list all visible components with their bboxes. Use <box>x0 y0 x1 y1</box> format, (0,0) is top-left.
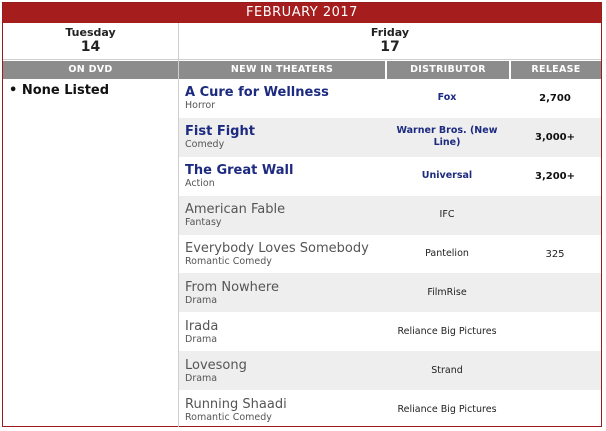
column-header-release: RELEASE <box>511 61 601 79</box>
movie-genre: Drama <box>185 333 218 345</box>
release-cell: 3,200+ <box>534 170 575 182</box>
movie-cell: A Cure for Wellness Horror <box>179 85 385 111</box>
movie-title[interactable]: Irada <box>185 318 219 334</box>
table-row: Running Shaadi Romantic Comedy Reliance … <box>179 390 601 429</box>
table-row: The Great Wall Action Universal 3,200+ <box>179 157 601 196</box>
distributor-cell: IFC <box>439 209 455 221</box>
release-calendar: FEBRUARY 2017 Tuesday 14 Friday 17 ON DV… <box>2 2 602 427</box>
dvd-column: ON DVD • None Listed <box>3 60 179 427</box>
theaters-column: NEW IN THEATERS DISTRIBUTOR RELEASE A Cu… <box>179 60 601 427</box>
movie-title[interactable]: Lovesong <box>185 357 247 373</box>
distributor-cell: Pantelion <box>425 248 469 259</box>
column-header-title: NEW IN THEATERS <box>179 61 385 79</box>
table-row: Fist Fight Comedy Warner Bros. (New Line… <box>179 117 601 157</box>
release-cell: 325 <box>545 248 565 260</box>
movie-title[interactable]: The Great Wall <box>185 163 294 179</box>
movie-title[interactable]: A Cure for Wellness <box>185 85 329 101</box>
movie-genre: Horror <box>185 100 216 112</box>
movie-title[interactable]: Fist Fight <box>185 124 255 140</box>
day-tuesday: Tuesday 14 <box>3 23 179 59</box>
movie-cell: Lovesong Drama <box>179 358 385 384</box>
distributor-cell: Reliance Big Pictures <box>397 325 497 337</box>
column-header-distributor: DISTRIBUTOR <box>387 61 509 79</box>
calendar-content: ON DVD • None Listed NEW IN THEATERS DIS… <box>3 60 601 427</box>
movie-cell: Everybody Loves Somebody Romantic Comedy <box>179 241 385 267</box>
movie-genre: Fantasy <box>185 217 222 229</box>
movie-cell: Running Shaadi Romantic Comedy <box>179 397 385 423</box>
distributor-cell: Fox <box>437 92 457 104</box>
movie-genre: Action <box>185 178 215 190</box>
table-row: From Nowhere Drama FilmRise <box>179 273 601 313</box>
distributor-cell: Warner Bros. (New Line) <box>396 125 498 149</box>
movie-title[interactable]: Running Shaadi <box>185 396 287 412</box>
movie-title[interactable]: Everybody Loves Somebody <box>185 241 369 256</box>
release-cell: 2,700 <box>539 92 571 104</box>
distributor-cell: Strand <box>431 364 463 376</box>
day-number: 14 <box>80 39 101 55</box>
distributor-cell: Reliance Big Pictures <box>397 403 497 415</box>
movie-genre: Romantic Comedy <box>185 256 272 267</box>
day-name: Friday <box>370 26 410 39</box>
table-row: Everybody Loves Somebody Romantic Comedy… <box>179 235 601 274</box>
table-row: American Fable Fantasy IFC <box>179 195 601 235</box>
movie-title[interactable]: From Nowhere <box>185 279 279 295</box>
day-number: 17 <box>380 39 400 55</box>
movie-genre: Drama <box>185 372 218 384</box>
month-header: FEBRUARY 2017 <box>3 3 601 23</box>
distributor-cell: FilmRise <box>427 286 467 298</box>
distributor-cell: Universal <box>421 170 473 182</box>
movie-cell: Fist Fight Comedy <box>179 124 385 150</box>
movie-genre: Romantic Comedy <box>185 411 272 423</box>
movie-cell: Irada Drama <box>179 319 385 345</box>
day-header-row: Tuesday 14 Friday 17 <box>3 23 601 60</box>
movie-cell: The Great Wall Action <box>179 163 385 189</box>
table-row: A Cure for Wellness Horror Fox 2,700 <box>179 79 601 118</box>
dvd-none-listed: • None Listed <box>9 83 110 98</box>
release-cell: 3,000+ <box>534 131 575 143</box>
movie-genre: Comedy <box>185 139 225 151</box>
day-friday: Friday 17 <box>179 23 601 59</box>
table-row: Lovesong Drama Strand <box>179 351 601 391</box>
movie-cell: American Fable Fantasy <box>179 202 385 228</box>
dvd-header: ON DVD <box>3 61 178 79</box>
theaters-table-header: NEW IN THEATERS DISTRIBUTOR RELEASE <box>179 61 601 79</box>
day-name: Tuesday <box>65 26 116 39</box>
movie-title[interactable]: American Fable <box>185 202 286 218</box>
table-row: Irada Drama Reliance Big Pictures <box>179 312 601 351</box>
movie-genre: Drama <box>185 294 218 306</box>
movie-cell: From Nowhere Drama <box>179 280 385 306</box>
